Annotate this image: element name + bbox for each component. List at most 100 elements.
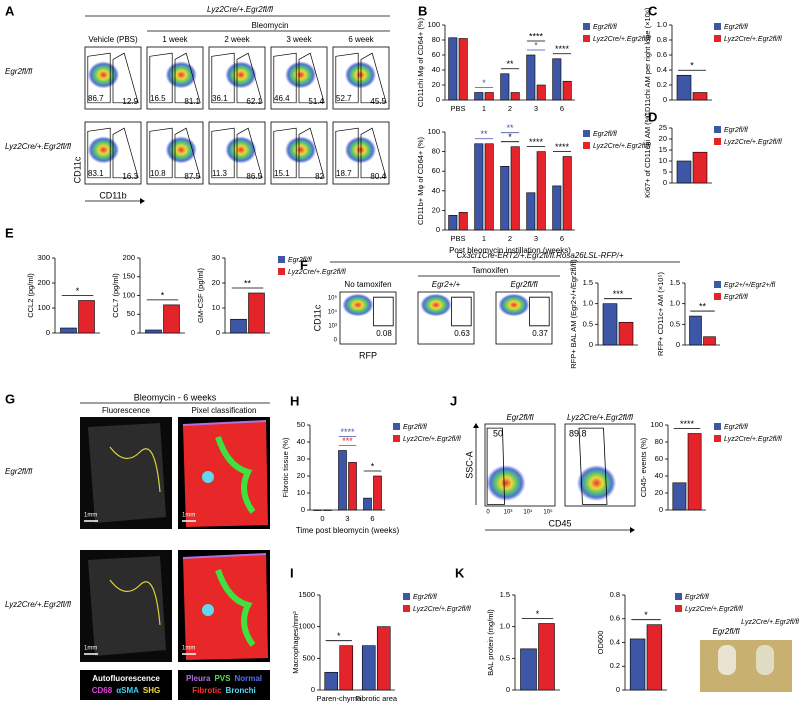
significance: **** [555,44,570,54]
x-tick-label: 6 [560,104,564,113]
pvs [215,569,256,647]
density [344,136,377,164]
photo-label: Lyz2Cre/+.Egr2fl/fl [741,619,799,626]
x-tick-label: 3 [534,104,538,113]
legend-swatch [714,281,721,288]
bar [520,648,537,691]
flow-tick: 10⁴ [523,509,533,516]
legend-line: CD68 αSMA SHG [92,686,161,695]
y-tick-label: 200 [37,278,50,287]
column-header: Fluorescence [102,406,151,415]
scale-label: 1mm [84,513,97,519]
y-tick-label: 20 [659,134,667,143]
arrow [473,423,479,428]
gate [298,127,325,179]
y-tick-label: 1.5 [583,278,593,287]
legend-swatch [583,23,590,30]
gate [273,52,297,104]
y-tick-label: 0.6 [610,614,620,623]
flow-tick: 10³ [504,510,513,516]
significance: **** [529,31,544,41]
y-tick-label: 100 [427,127,440,136]
x-tick-label: 0 [320,514,324,523]
y-tick-label: 80 [432,147,440,156]
y-axis-label: CD45- events (%) [639,437,648,497]
column-header: Vehicle (PBS) [88,35,138,44]
panel-label: H [290,393,299,408]
legend-swatch [403,593,410,600]
y-axis-label: CD11chi AM per right lobe (×10⁶) [643,7,652,117]
panel-label: F [300,257,308,272]
x-tick-label: PBS [450,104,465,113]
y-tick-label: 60 [432,50,440,59]
bar [536,151,546,231]
y-tick-label: 300 [37,253,50,262]
gate-value: 15.1 [274,169,290,178]
legend-swatch [714,293,721,300]
pvs [215,436,256,514]
legend-item: Normal [234,674,262,683]
bar [60,327,77,334]
legend-item: CD68 [92,686,113,695]
bar [338,450,347,511]
pleura [182,553,267,559]
gate-value: 87.5 [184,172,200,181]
y-tick-label: 1.5 [670,278,680,287]
y-tick-label: 80 [655,437,663,446]
gate-value: 10.8 [150,169,166,178]
legend-label: Egr2fl/fl [724,24,748,31]
significance: ** [480,129,488,139]
bar [339,645,354,691]
bar [484,92,494,101]
gate [236,127,263,179]
bar [526,192,536,231]
y-tick-label: 0 [46,328,50,337]
flow-title: Cx3cr1Cre-ERT2/+.Egr2fl/fl.Rosa26LSL-RFP… [456,251,623,260]
bar [163,304,180,334]
legend-swatch [278,256,285,263]
bar [552,185,562,231]
legend-item: PVS [214,674,231,683]
gate-value: 0.37 [532,329,548,338]
bar [230,318,247,334]
legend-item: Bronchi [226,686,256,695]
axis-label: CD45 [548,518,571,528]
column-header: 6 week [348,35,374,44]
y-axis-label: RFP+ BAL AM (Egr2+/+/Egr2fl/fl) [569,259,578,369]
significance: ** [244,278,252,288]
y-tick-label: 0 [589,340,593,349]
y-tick-label: 0.5 [670,319,680,328]
legend-label: Egr2fl/fl [413,594,437,601]
legend-label: Egr2fl/fl [724,294,748,301]
y-tick-label: 0 [659,505,663,514]
legend-label: Egr2fl/fl [724,127,748,134]
bar [458,212,468,231]
legend-swatch [393,423,400,430]
y-tick-label: 100 [122,290,135,299]
column-header: Egr2fl/fl [506,413,533,422]
gate [112,52,139,104]
y-tick-label: 20 [432,80,440,89]
y-tick-label: 100 [37,303,50,312]
flow-tick: 10⁴ [328,309,338,316]
significance: * [161,290,165,300]
bar [474,92,484,101]
density [87,136,120,164]
bar [448,37,458,101]
significance: **** [555,142,570,152]
row-label: Egr2fl/fl [5,467,32,476]
x-axis-label: Post bleomycin instillation (weeks) [449,246,571,255]
legend-item: αSMA [116,686,139,695]
column-header: 3 week [286,35,312,44]
y-tick-label: 1.0 [583,299,593,308]
bar [323,509,332,511]
gate-value: 16.5 [150,94,166,103]
bar [672,482,687,511]
density [225,61,257,89]
legend-label: Lyz2Cre/+.Egr2fl/fl [288,269,346,276]
bar [687,433,702,511]
legend-item: Pleura [186,674,211,683]
bar [484,143,494,231]
bar [500,73,510,101]
y-tick-label: 200 [122,253,135,262]
